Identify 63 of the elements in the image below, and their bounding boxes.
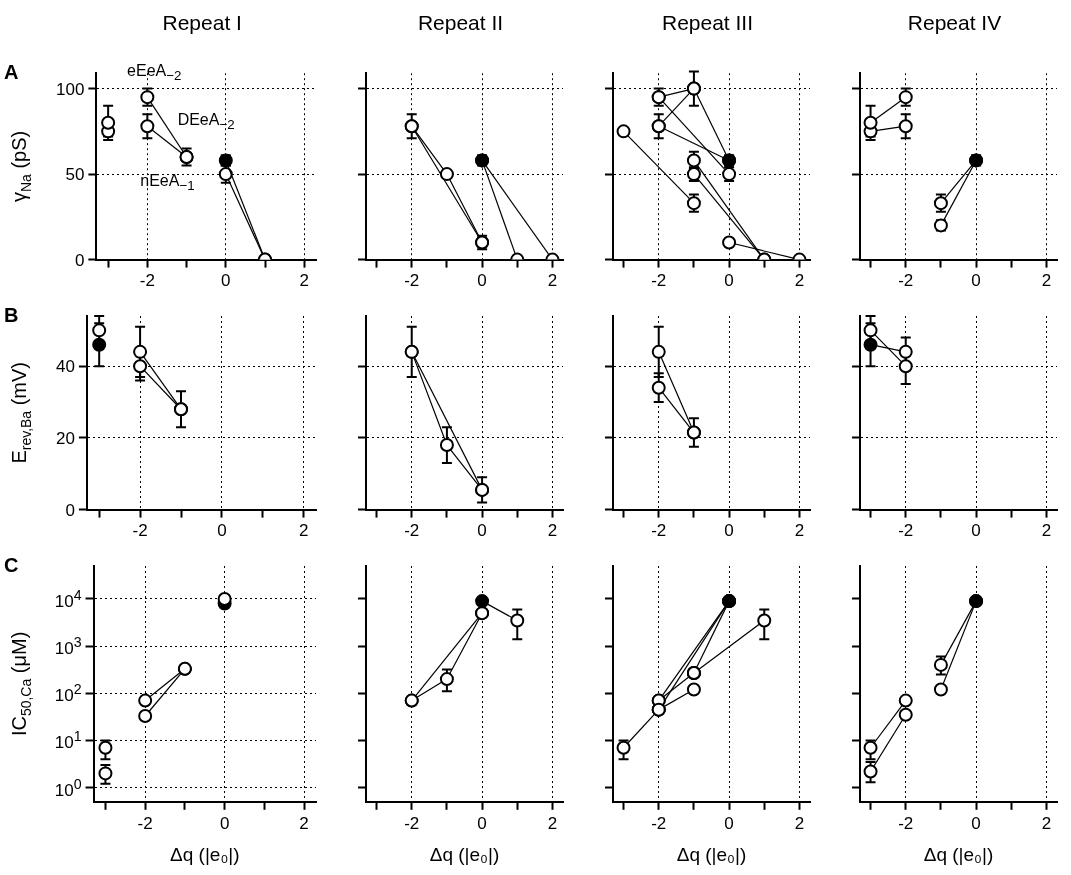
x-tick-label: 2	[1041, 813, 1052, 833]
x-tick-label: 2	[794, 271, 805, 291]
y-tick-label: 10$^{3}$	[54, 634, 82, 658]
y-tick-label: 0	[65, 500, 75, 520]
y-tick-label: 100	[55, 79, 85, 99]
x-tick-label: -2	[137, 813, 153, 833]
x-tick-label: 0	[477, 271, 487, 291]
x-tick-label: 2	[794, 521, 805, 541]
y-tick-label: 10$^{4}$	[54, 587, 82, 611]
y-axis-title: IC50,Ca (μM)	[7, 631, 34, 737]
y-tick-label: 10$^{2}$	[54, 681, 82, 706]
y-tick-label: 20	[55, 428, 75, 448]
x-tick-label: 2	[547, 521, 558, 541]
x-tick-label: -2	[898, 521, 914, 541]
x-tick-label: 2	[1041, 271, 1052, 291]
y-axis-title: Erev,Ba (mV)	[7, 361, 34, 464]
x-tick-label: -2	[898, 271, 914, 291]
x-tick-label: 2	[298, 521, 309, 541]
x-tick-label: 0	[477, 521, 487, 541]
x-tick-label: 2	[547, 813, 558, 833]
annotation: eEeA$_{−2}$	[127, 62, 182, 84]
x-tick-label: -2	[651, 271, 667, 291]
x-tick-label: 0	[477, 813, 487, 833]
x-tick-label: -2	[898, 813, 914, 833]
x-tick-label: 0	[724, 813, 734, 833]
y-tick-label: 50	[65, 164, 85, 184]
x-axis-title: Δq (|e₀|)	[923, 843, 994, 865]
x-axis-title: Δq (|e₀|)	[676, 843, 747, 865]
x-tick-label: 2	[1041, 521, 1052, 541]
x-tick-label: -2	[404, 521, 420, 541]
x-tick-label: 0	[971, 813, 981, 833]
x-tick-label: 0	[219, 813, 230, 833]
x-tick-label: 0	[971, 521, 981, 541]
x-tick-label: 0	[971, 271, 981, 291]
x-tick-label: 2	[794, 813, 805, 833]
y-tick-label: 40	[55, 356, 75, 376]
chart-title: Repeat I	[162, 11, 242, 35]
y-tick-label: 0	[74, 250, 85, 270]
x-tick-label: -2	[651, 813, 667, 833]
x-tick-label: 0	[724, 271, 734, 291]
x-tick-label: -2	[651, 521, 667, 541]
x-tick-label: -2	[139, 271, 155, 291]
x-tick-label: 0	[724, 521, 734, 541]
x-axis-title: Δq (|e₀|)	[429, 843, 500, 865]
chart-title: Repeat IV	[907, 11, 1002, 35]
x-axis-title: Δq (|e₀|)	[170, 843, 240, 865]
x-tick-label: 2	[547, 271, 558, 291]
text: C	[4, 553, 19, 576]
y-tick-label: 10$^{1}$	[54, 728, 82, 753]
annotation: DEeA$_{−2}$	[177, 110, 235, 133]
y-tick-label: 10$^{0}$	[54, 775, 82, 800]
x-tick-label: -2	[404, 271, 420, 291]
x-tick-label: 2	[299, 271, 309, 291]
chart-title: Repeat II	[417, 11, 504, 35]
x-tick-label: 2	[299, 813, 309, 833]
x-tick-label: -2	[132, 521, 148, 541]
chart-title: Repeat III	[661, 11, 754, 35]
x-tick-label: 0	[217, 521, 227, 541]
text: B	[4, 303, 19, 326]
text: A	[4, 60, 19, 83]
x-tick-label: -2	[404, 813, 420, 833]
x-tick-label: 0	[221, 271, 231, 291]
y-axis-title: γNa (pS)	[7, 130, 34, 203]
